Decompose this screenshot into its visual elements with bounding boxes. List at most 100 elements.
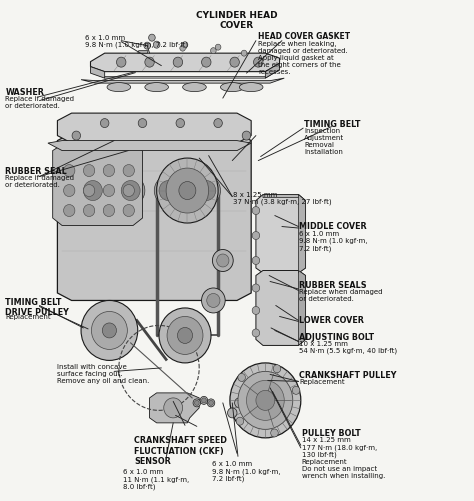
Circle shape — [103, 204, 115, 216]
Circle shape — [145, 57, 155, 67]
Circle shape — [173, 57, 182, 67]
Text: LOWER COVER: LOWER COVER — [0, 500, 1, 501]
Circle shape — [138, 119, 147, 128]
Circle shape — [64, 184, 75, 196]
Circle shape — [149, 34, 155, 41]
Circle shape — [236, 417, 244, 425]
Circle shape — [83, 180, 102, 200]
Circle shape — [207, 294, 220, 308]
Text: PULLEY BOLT
14 x 1.25 mm
177 N·m (18.0 kgf·m,
130 lbf·ft)
Replacement
Do not use: PULLEY BOLT 14 x 1.25 mm 177 N·m (18.0 k… — [0, 500, 1, 501]
Text: CRANKSHAFT PULLEY
Replacement: CRANKSHAFT PULLEY Replacement — [0, 500, 1, 501]
Polygon shape — [299, 194, 306, 273]
Polygon shape — [138, 51, 148, 53]
Circle shape — [201, 288, 225, 313]
Text: WASHER: WASHER — [5, 88, 44, 97]
Polygon shape — [150, 393, 199, 423]
Text: 6 x 1.0 mm
9.8 N·m (1.0 kgf·m,
7.2 lbf·ft): 6 x 1.0 mm 9.8 N·m (1.0 kgf·m, 7.2 lbf·f… — [0, 500, 1, 501]
Circle shape — [252, 231, 260, 239]
Text: CYLINDER HEAD
COVER: CYLINDER HEAD COVER — [0, 500, 1, 501]
Text: Replace if damaged
or deteriorated.: Replace if damaged or deteriorated. — [5, 174, 74, 187]
Circle shape — [230, 57, 239, 67]
Circle shape — [194, 400, 199, 405]
Circle shape — [201, 57, 211, 67]
Text: MIDDLE COVER: MIDDLE COVER — [300, 221, 367, 230]
Polygon shape — [81, 78, 284, 83]
Text: 6 x 1.0 mm
11 N·m (1.1 kgf·m,
8.0 lbf·ft): 6 x 1.0 mm 11 N·m (1.1 kgf·m, 8.0 lbf·ft… — [123, 469, 189, 490]
Circle shape — [72, 131, 81, 140]
Circle shape — [164, 398, 182, 418]
Circle shape — [123, 184, 135, 196]
Text: Replacement: Replacement — [5, 315, 51, 321]
Text: PULLEY BOLT: PULLEY BOLT — [302, 429, 361, 438]
Circle shape — [201, 398, 206, 403]
Circle shape — [176, 119, 184, 128]
Ellipse shape — [145, 83, 168, 92]
Circle shape — [159, 180, 178, 200]
Circle shape — [179, 181, 196, 199]
Text: TIMING BELT
DRIVE PULLEY: TIMING BELT DRIVE PULLEY — [5, 298, 69, 317]
Text: 8 x 1.25 mm
37 N·m (3.8 kgf·m, 27 lbf·ft): 8 x 1.25 mm 37 N·m (3.8 kgf·m, 27 lbf·ft… — [233, 191, 332, 205]
Circle shape — [252, 284, 260, 292]
Circle shape — [241, 50, 247, 56]
Polygon shape — [256, 194, 306, 273]
Circle shape — [64, 204, 75, 216]
Text: CRANKSHAFT SPEED
FLUCTUATION (CKF)
SENSOR: CRANKSHAFT SPEED FLUCTUATION (CKF) SENSO… — [134, 436, 227, 466]
Circle shape — [117, 175, 145, 205]
Text: Replacement: Replacement — [300, 379, 345, 385]
Text: 6 x 1.0 mm
9.8 N·m (1.0 kgf·m,
7.2 lbf·ft): 6 x 1.0 mm 9.8 N·m (1.0 kgf·m, 7.2 lbf·f… — [300, 230, 368, 252]
Circle shape — [292, 386, 300, 394]
Circle shape — [103, 164, 115, 176]
Text: 8 x 1.25 mm
37 N·m (3.8 kgf·m, 27 lbf·ft): 8 x 1.25 mm 37 N·m (3.8 kgf·m, 27 lbf·ft… — [0, 500, 1, 501]
Circle shape — [252, 257, 260, 265]
Circle shape — [100, 119, 109, 128]
Text: 6 x 1.0 mm
9.8 N·m (1.0 kgf·m,
7.2 lbf·ft): 6 x 1.0 mm 9.8 N·m (1.0 kgf·m, 7.2 lbf·f… — [212, 461, 281, 482]
Circle shape — [238, 373, 246, 381]
Text: LOWER COVER: LOWER COVER — [300, 317, 364, 326]
Circle shape — [214, 119, 222, 128]
Circle shape — [91, 312, 128, 349]
Circle shape — [144, 42, 151, 49]
Circle shape — [197, 180, 216, 200]
Circle shape — [81, 301, 138, 360]
Ellipse shape — [220, 83, 244, 92]
Circle shape — [83, 164, 95, 176]
Circle shape — [155, 175, 182, 205]
Circle shape — [271, 429, 278, 437]
Text: Inspection
Adjustment
Removal
Installation: Inspection Adjustment Removal Installati… — [304, 128, 344, 155]
Text: ADJUSTING BOLT
10 x 1.25 mm
54 N·m (5.5 kgf·m, 40 lbf·ft): ADJUSTING BOLT 10 x 1.25 mm 54 N·m (5.5 … — [0, 500, 1, 501]
Circle shape — [123, 164, 135, 176]
Polygon shape — [105, 70, 280, 78]
Circle shape — [182, 42, 188, 48]
Text: 6 x 1.0 mm
9.8 N·m (1.0 kgf·m,
7.2 lbf·ft): 6 x 1.0 mm 9.8 N·m (1.0 kgf·m, 7.2 lbf·f… — [0, 500, 1, 501]
Polygon shape — [48, 141, 251, 151]
Polygon shape — [91, 53, 280, 72]
Text: 6 x 1.0 mm
9.8 N·m (1.0 kgf·m, 7.2 lbf·ft): 6 x 1.0 mm 9.8 N·m (1.0 kgf·m, 7.2 lbf·f… — [85, 35, 188, 48]
Circle shape — [207, 399, 215, 407]
Circle shape — [215, 44, 221, 50]
Polygon shape — [256, 271, 306, 345]
Polygon shape — [57, 113, 251, 143]
Circle shape — [256, 390, 275, 410]
Circle shape — [83, 184, 95, 196]
Text: ADJUSTING BOLT: ADJUSTING BOLT — [300, 333, 374, 342]
Circle shape — [230, 363, 301, 438]
Ellipse shape — [182, 83, 206, 92]
Text: MIDDLE COVER: MIDDLE COVER — [0, 500, 1, 501]
Circle shape — [79, 175, 107, 205]
Circle shape — [212, 249, 233, 272]
Circle shape — [102, 323, 117, 338]
Text: Replace when leaking,
damaged or deteriorated.
Apply liquid gasket at
the eight : Replace when leaking, damaged or deterio… — [258, 41, 348, 75]
Circle shape — [273, 365, 281, 373]
Circle shape — [235, 398, 244, 408]
Text: CRANKSHAFT SPEED
FLUCTUATION (CKF)
SENSOR: CRANKSHAFT SPEED FLUCTUATION (CKF) SENSO… — [0, 500, 1, 501]
Text: Install with concave
surface facing out.
Remove any oil and clean.: Install with concave surface facing out.… — [57, 364, 150, 384]
Text: 10 x 1.25 mm
54 N·m (5.5 kgf·m, 40 lbf·ft): 10 x 1.25 mm 54 N·m (5.5 kgf·m, 40 lbf·f… — [300, 341, 398, 354]
Circle shape — [242, 131, 251, 140]
Text: TIMING BELT
DRIVE PULLEY
Replacement: TIMING BELT DRIVE PULLEY Replacement — [0, 500, 1, 501]
Text: CYLINDER HEAD
COVER: CYLINDER HEAD COVER — [196, 11, 278, 30]
Circle shape — [252, 329, 260, 337]
Circle shape — [252, 307, 260, 315]
Circle shape — [210, 48, 216, 54]
Circle shape — [83, 204, 95, 216]
Polygon shape — [53, 145, 143, 225]
